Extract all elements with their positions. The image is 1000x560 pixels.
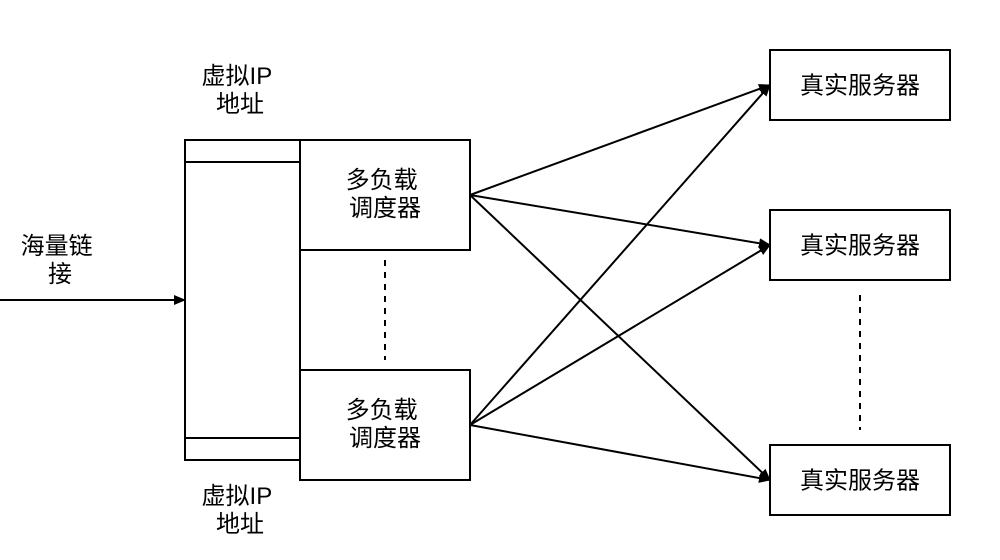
server-bot-label: 真实服务器 xyxy=(800,467,920,494)
virtual-ip-bottom-label: 虚拟IP 地址 xyxy=(202,483,279,538)
edges-group xyxy=(470,85,770,480)
virtual-ip-top-label: 虚拟IP 地址 xyxy=(202,63,279,118)
edge xyxy=(470,245,770,425)
architecture-diagram: 海量链 接 虚拟IP 地址 虚拟IP 地址 多负载 调度器 多负载 调度器 真实… xyxy=(0,0,1000,560)
input-label: 海量链 接 xyxy=(21,233,100,288)
server-top-label: 真实服务器 xyxy=(800,72,920,99)
server-mid-label: 真实服务器 xyxy=(800,232,920,259)
scheduler-bottom-label: 多负载 调度器 xyxy=(346,397,425,452)
edge xyxy=(470,85,770,195)
virtual-ip-box xyxy=(185,140,300,460)
scheduler-top-label: 多负载 调度器 xyxy=(346,167,425,222)
edge xyxy=(470,425,770,480)
edge xyxy=(470,85,770,425)
